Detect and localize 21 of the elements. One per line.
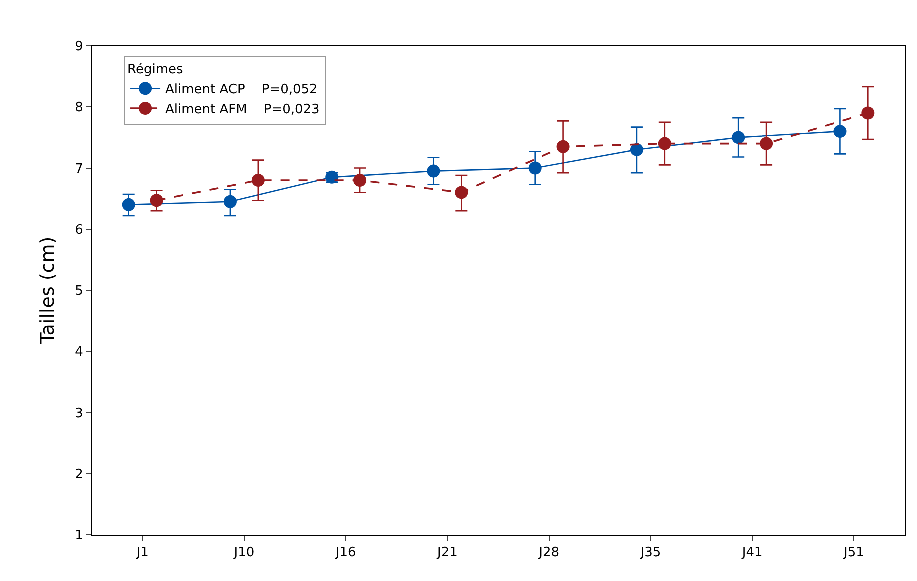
legend-label: Aliment AFM P=0,023	[166, 102, 320, 118]
x-tick-label: J41	[741, 546, 763, 561]
y-tick-label: 9	[75, 40, 84, 55]
x-tick-label: J1	[136, 546, 149, 561]
y-tick-label: 3	[75, 406, 84, 422]
legend-label: Aliment ACP P=0,052	[166, 82, 318, 98]
x-tick-label: J21	[436, 546, 458, 561]
x-tick-label: J10	[233, 546, 255, 561]
y-tick-label: 8	[75, 100, 84, 116]
legend-title: Régimes	[128, 62, 184, 78]
x-tick-label: J51	[842, 546, 864, 561]
y-tick-label: 1	[75, 528, 84, 544]
y-tick-label: 7	[75, 162, 84, 177]
y-tick-label: 4	[75, 345, 84, 360]
x-tick-label: J35	[640, 546, 662, 561]
x-tick-label: J28	[538, 546, 560, 561]
y-tick-label: 2	[75, 467, 84, 482]
y-axis-title: Tailles (cm)	[36, 236, 59, 346]
y-tick-label: 6	[75, 222, 84, 238]
y-tick-label: 5	[75, 284, 84, 300]
x-tick-label: J16	[334, 546, 356, 561]
